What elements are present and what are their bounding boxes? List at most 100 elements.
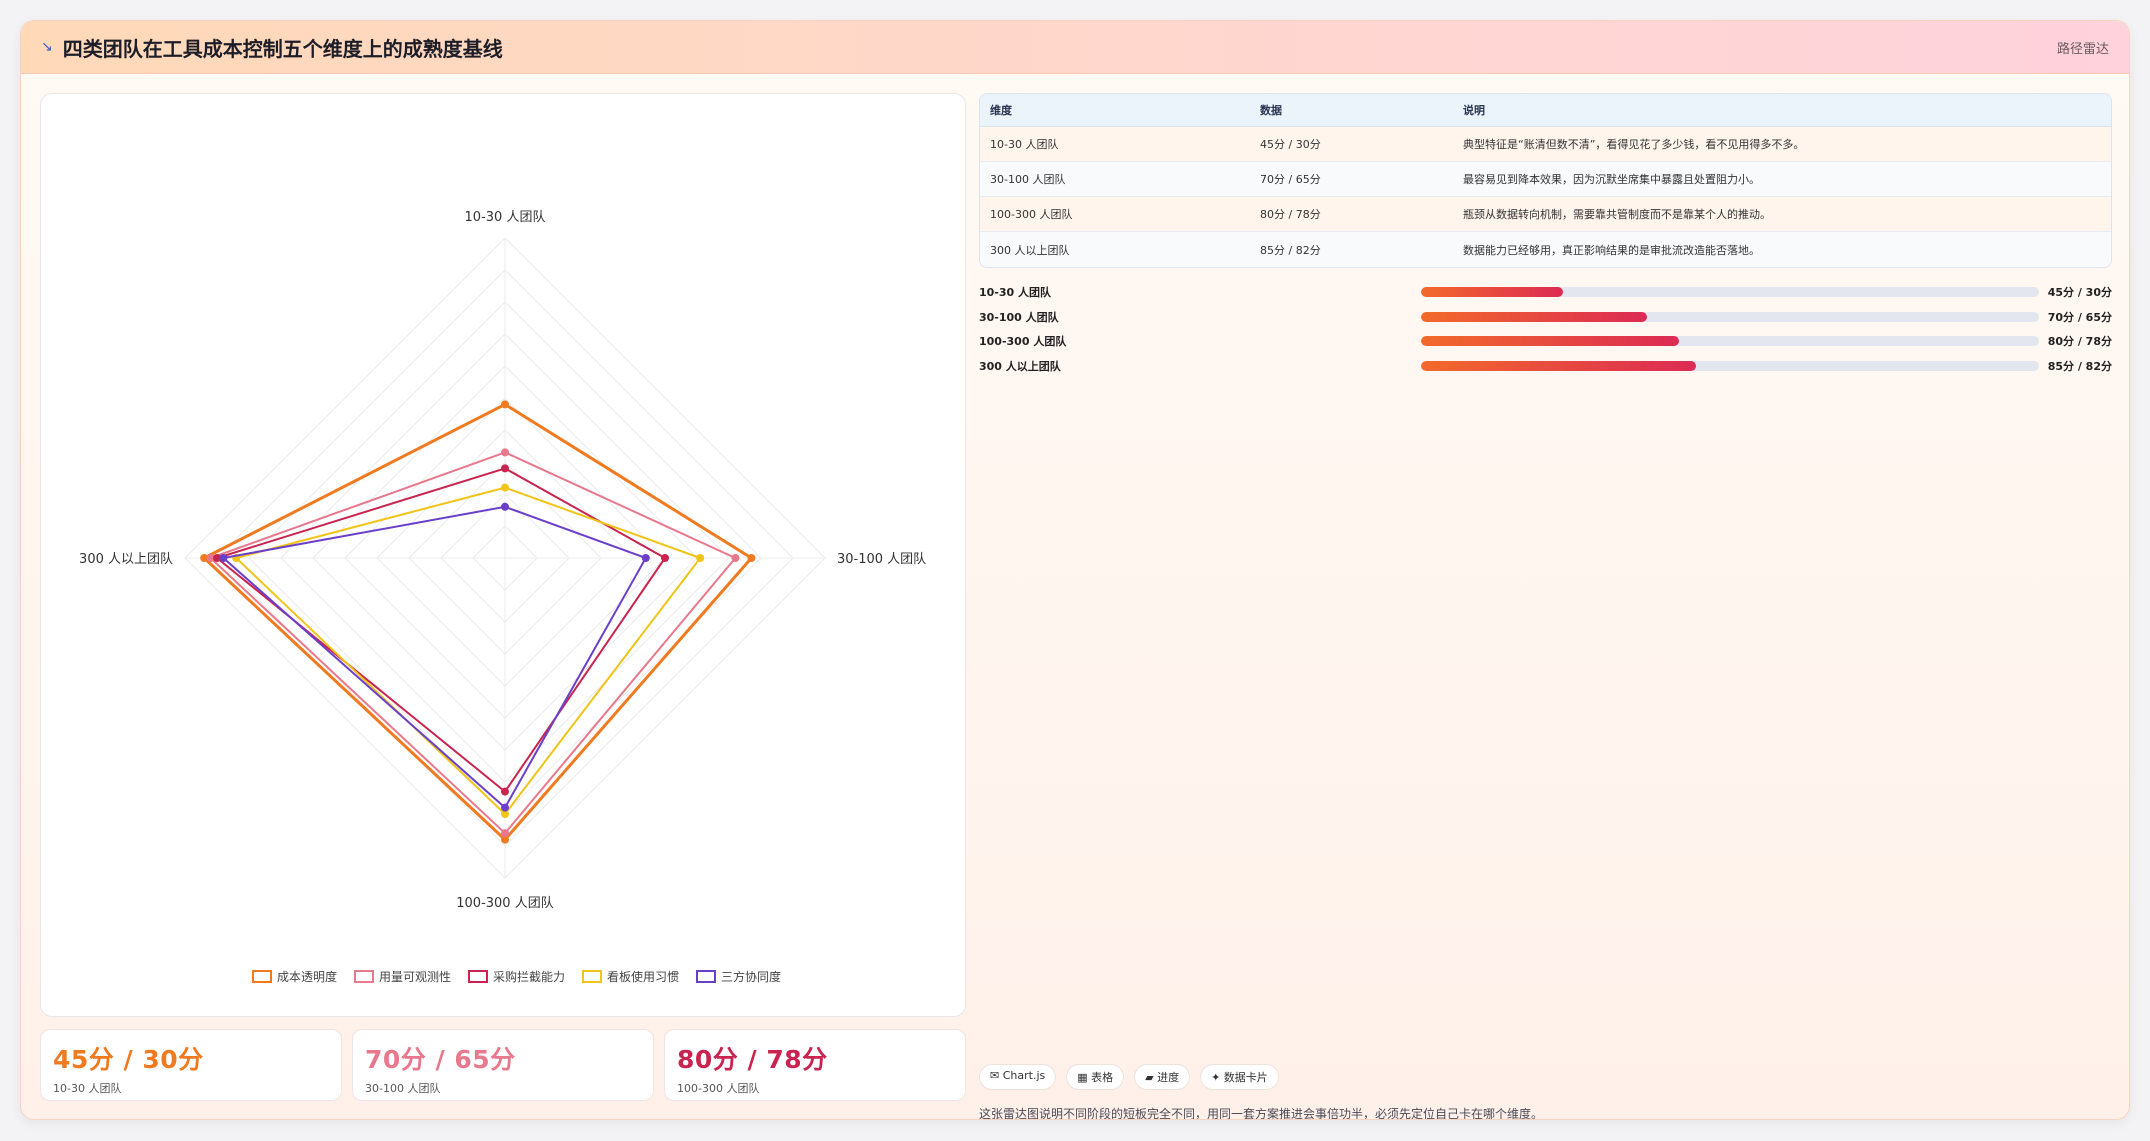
data-panel: 维度 数据 说明 10-30 人团队 45分 / 30分 典型特征是“账清但数不… <box>979 93 2112 378</box>
data-point <box>501 400 509 409</box>
progress-label: 30-100 人团队 <box>979 310 1059 324</box>
page-title: 四类团队在工具成本控制五个维度上的成熟度基线 <box>62 36 503 61</box>
progress-value: 70分 / 65分 <box>2047 310 2112 324</box>
axis-label: 10-30 人团队 <box>465 210 546 225</box>
data-point <box>501 787 509 796</box>
axis-label: 300 人以上团队 <box>79 552 173 567</box>
dashboard-frame: ↘ 四类团队在工具成本控制五个维度上的成熟度基线 路径雷达 10-30 人团队 3… <box>20 20 2130 1120</box>
data-point <box>501 810 509 818</box>
data-point <box>501 448 509 457</box>
data-point <box>200 554 209 562</box>
tag-data-card[interactable]: ✦ 数据卡片 <box>1200 1064 1279 1090</box>
table-cell: 数据能力已经够用，真正影响结果的是审批流改造能否落地。 <box>1453 232 2111 267</box>
progress-row: 30-100 人团队 70分 / 65分 <box>979 305 2112 330</box>
kpi-label: 100-300 人团队 <box>677 1082 760 1095</box>
table-header-data: 数据 <box>1250 94 1453 127</box>
data-point <box>219 554 228 562</box>
table-cell: 300 人以上团队 <box>980 232 1250 267</box>
series-line <box>209 451 737 835</box>
radar-chart-card: 10-30 人团队 30-100 人团队 100-300 人团队 300 人以上团队成… <box>40 93 966 1017</box>
table-row: 100-300 人团队 80分 / 78分 瓶颈从数据转向机制，需要靠共管制度而… <box>980 197 2111 232</box>
progress-track <box>1421 360 2039 371</box>
series-line <box>235 486 702 815</box>
legend-swatch <box>354 970 374 983</box>
table-cell: 30-100 人团队 <box>980 162 1250 197</box>
kpi-value: 70分 / 65分 <box>365 1045 516 1074</box>
progress-track <box>1421 287 2039 298</box>
table-cell: 100-300 人团队 <box>980 197 1250 232</box>
table-header-note: 说明 <box>1453 94 2111 127</box>
chart-logo-icon: ↘ <box>41 39 53 55</box>
progress-value: 80分 / 78分 <box>2047 335 2112 349</box>
legend-swatch <box>696 970 716 983</box>
kpi-card-1: 45分 / 30分 10-30 人团队 <box>40 1029 342 1101</box>
table-cell: 瓶颈从数据转向机制，需要靠共管制度而不是靠某个人的推动。 <box>1453 197 2111 232</box>
progress-value: 45分 / 30分 <box>2047 286 2112 300</box>
footnote: 这张雷达图说明不同阶段的短板完全不同，用同一套方案推进会事倍功半，必须先定位自己… <box>979 1107 1544 1120</box>
table-cell: 典型特征是“账清但数不清”，看得见花了多少钱，看不见用得多不多。 <box>1453 127 2111 162</box>
table-cell: 80分 / 78分 <box>1250 197 1453 232</box>
progress-row: 300 人以上团队 85分 / 82分 <box>979 354 2112 379</box>
data-point <box>501 803 509 812</box>
data-point <box>213 554 221 562</box>
tag-table[interactable]: ▦ 表格 <box>1066 1064 1125 1090</box>
progress-fill <box>1421 336 1679 347</box>
kpi-card-2: 70分 / 65分 30-100 人团队 <box>352 1029 654 1101</box>
legend-label: 成本透明度 <box>277 969 337 984</box>
data-point <box>661 554 669 562</box>
progress-value: 85分 / 82分 <box>2047 359 2112 373</box>
table-cell: 70分 / 65分 <box>1250 162 1453 197</box>
data-point <box>501 483 509 492</box>
legend-swatch <box>582 970 602 983</box>
data-point <box>501 829 509 838</box>
legend-label: 看板使用习惯 <box>607 969 679 984</box>
axis-label: 100-300 人团队 <box>456 896 553 911</box>
kpi-card-3: 80分 / 78分 100-300 人团队 <box>664 1029 966 1101</box>
progress-label: 100-300 人团队 <box>979 335 1067 349</box>
data-point <box>501 502 509 511</box>
table-row: 300 人以上团队 85分 / 82分 数据能力已经够用，真正影响结果的是审批流… <box>980 232 2111 267</box>
kpi-label: 10-30 人团队 <box>53 1082 122 1095</box>
table-row: 30-100 人团队 70分 / 65分 最容易见到降本效果，因为沉默坐席集中暴… <box>980 162 2111 197</box>
data-point <box>501 835 509 844</box>
legend-label: 采购拦截能力 <box>493 969 565 984</box>
data-point <box>731 554 740 562</box>
data-point <box>206 554 215 562</box>
progress-label: 300 人以上团队 <box>979 359 1061 373</box>
header-bar: ↘ 四类团队在工具成本控制五个维度上的成熟度基线 路径雷达 <box>21 21 2129 74</box>
progress-track <box>1421 311 2039 322</box>
data-point <box>747 554 756 562</box>
table-row: 10-30 人团队 45分 / 30分 典型特征是“账清但数不清”，看得见花了多… <box>980 127 2111 162</box>
legend-swatch <box>252 970 272 983</box>
kpi-value: 80分 / 78分 <box>677 1045 828 1074</box>
progress-fill <box>1421 360 1696 371</box>
table-cell: 10-30 人团队 <box>980 127 1250 162</box>
tag-progress[interactable]: ▰ 进度 <box>1134 1064 1191 1090</box>
table-cell: 45分 / 30分 <box>1250 127 1453 162</box>
legend-swatch <box>468 970 488 983</box>
table-cell: 85分 / 82分 <box>1250 232 1453 267</box>
data-table: 维度 数据 说明 10-30 人团队 45分 / 30分 典型特征是“账清但数不… <box>979 93 2112 268</box>
progress-fill <box>1421 311 1647 322</box>
table-cell: 最容易见到降本效果，因为沉默坐席集中暴露且处置阻力小。 <box>1453 162 2111 197</box>
progress-row: 10-30 人团队 45分 / 30分 <box>979 280 2112 305</box>
data-point <box>641 554 650 562</box>
progress-row: 100-300 人团队 80分 / 78分 <box>979 329 2112 354</box>
progress-label: 10-30 人团队 <box>979 286 1052 300</box>
chart-type-badge: 路径雷达 <box>2056 41 2109 57</box>
kpi-label: 30-100 人团队 <box>365 1082 441 1095</box>
kpi-value: 45分 / 30分 <box>53 1045 204 1074</box>
data-point <box>696 554 705 562</box>
series-line <box>202 402 753 842</box>
progress-track <box>1421 336 2039 347</box>
data-point <box>501 464 509 473</box>
progress-list: 10-30 人团队 45分 / 30分 30-100 人团队 70分 / 65分… <box>979 280 2112 378</box>
tag-list: ✉ Chart.js ▦ 表格 ▰ 进度 ✦ 数据卡片 <box>979 1064 1279 1090</box>
legend-label: 三方协同度 <box>721 969 781 984</box>
table-header-dimension: 维度 <box>980 94 1250 127</box>
progress-fill <box>1421 287 1564 298</box>
legend-label: 用量可观测性 <box>379 970 451 984</box>
tag-chartjs[interactable]: ✉ Chart.js <box>979 1064 1057 1090</box>
axis-label: 30-100 人团队 <box>837 552 926 567</box>
radar-chart: 10-30 人团队 30-100 人团队 100-300 人团队 300 人以上团队成… <box>79 210 926 984</box>
